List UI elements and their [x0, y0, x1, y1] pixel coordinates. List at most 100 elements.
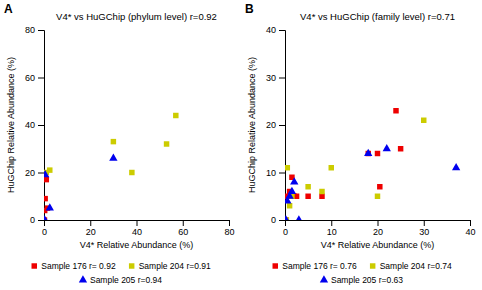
- legend-marker: [129, 263, 134, 268]
- x-axis: 010203040: [283, 220, 476, 237]
- tick-mark: [470, 220, 471, 226]
- tick: 80: [25, 25, 44, 35]
- tick-mark: [229, 220, 230, 226]
- point: [364, 149, 372, 156]
- x-axis: 0 20 40 60 80: [42, 220, 235, 237]
- plot: 0 10 20 30 400 10 20 30 40 V4* vs HuGChip (family…: [247, 11, 476, 250]
- tick: 30: [419, 220, 429, 237]
- legend-label: Sample 176 r= 0.92: [41, 261, 116, 271]
- legend-marker: [370, 263, 375, 268]
- tick-label: 80: [25, 25, 35, 35]
- tick-mark: [279, 30, 285, 31]
- point: [288, 187, 296, 194]
- legend-item: Sample 204 r=0.91: [129, 261, 211, 271]
- panel-label: A: [4, 2, 13, 16]
- legend-row: Sample 205 r=0.94: [79, 275, 162, 285]
- axis-line: [286, 221, 471, 227]
- tick-label: 10: [266, 168, 276, 178]
- point: [377, 184, 382, 189]
- tick: 30: [266, 73, 285, 83]
- points: [44, 113, 179, 220]
- tick-label: 30: [419, 227, 429, 237]
- tick: 60: [178, 220, 188, 237]
- y-axis: 0 20 40 60 80: [25, 25, 45, 225]
- legend-item: Sample 204 r=0.74: [370, 261, 452, 271]
- tick: 20: [86, 220, 96, 237]
- legend-row: Sample 176 r= 0.92 Sample 204 r=0.91: [32, 261, 212, 271]
- point: [44, 177, 49, 182]
- point: [129, 170, 134, 175]
- tick-label: 0: [271, 215, 276, 225]
- tick-label: 0: [30, 215, 35, 225]
- tick-label: 60: [25, 73, 35, 83]
- tick-label: 20: [25, 168, 35, 178]
- tick-mark: [38, 125, 44, 126]
- point: [421, 118, 426, 123]
- y-axis: 0 10 20 30 40: [266, 25, 286, 225]
- tick-mark: [137, 220, 138, 226]
- axis-line: [279, 31, 286, 221]
- legend-row: Sample 205 r=0.63: [320, 275, 403, 285]
- legend: Sample 176 r= 0.76 Sample 204 r=0.74 Sampl…: [273, 261, 453, 285]
- tick-mark: [38, 78, 44, 79]
- legend-label: Sample 205 r=0.63: [331, 275, 403, 285]
- legend-marker: [273, 263, 278, 268]
- tick-mark: [424, 220, 425, 226]
- tick-mark: [279, 78, 285, 79]
- tick: 40: [266, 25, 285, 35]
- legend-label: Sample 204 r=0.91: [139, 261, 211, 271]
- panel: 0 10 20 30 400 10 20 30 40 V4* vs HuGChip (family…: [245, 2, 476, 285]
- tick: 10: [266, 168, 285, 178]
- point: [319, 194, 324, 199]
- tick-label: 0: [42, 227, 47, 237]
- title: V4* vs HuGChip (family level) r=0.71: [300, 11, 455, 22]
- x-axis-title: V4* Relative Abundance (%): [80, 240, 194, 250]
- tick: 10: [327, 220, 337, 237]
- axis-line: [45, 221, 230, 227]
- chart-svg: 020406080020406080V4* vs HuGChip (phylum…: [0, 0, 482, 290]
- tick: 20: [266, 120, 285, 130]
- point: [44, 170, 49, 177]
- tick-mark: [38, 173, 44, 174]
- axis-line: [38, 31, 45, 221]
- tick-label: 30: [266, 73, 276, 83]
- point: [452, 163, 460, 170]
- point: [111, 139, 116, 144]
- point: [173, 113, 178, 118]
- tick: 0: [42, 220, 47, 237]
- tick: 0: [283, 220, 288, 237]
- point: [46, 203, 54, 210]
- point: [375, 194, 380, 199]
- point: [329, 165, 334, 170]
- point: [44, 215, 49, 220]
- tick-mark: [279, 220, 285, 221]
- panel-label: B: [245, 2, 254, 16]
- point: [287, 203, 292, 208]
- tick-mark: [183, 220, 184, 226]
- panel: 020406080020406080V4* vs HuGChip (phylum…: [4, 2, 235, 285]
- tick-mark: [38, 220, 44, 221]
- point: [285, 165, 290, 170]
- legend-marker: [79, 275, 87, 282]
- legend-item: Sample 205 r=0.63: [320, 275, 403, 285]
- tick: 20: [373, 220, 383, 237]
- point: [109, 153, 117, 160]
- tick-label: 20: [86, 227, 96, 237]
- tick: 60: [25, 73, 44, 83]
- legend-label: Sample 205 r=0.94: [90, 275, 162, 285]
- legend-marker: [320, 275, 328, 282]
- x-axis-title: V4* Relative Abundance (%): [321, 240, 435, 250]
- legend-item: Sample 176 r= 0.76: [273, 261, 357, 271]
- tick-mark: [331, 220, 332, 226]
- tick-mark: [279, 125, 285, 126]
- point: [285, 215, 290, 220]
- tick-label: 40: [132, 227, 142, 237]
- tick: 80: [224, 220, 234, 237]
- point: [375, 151, 380, 156]
- tick-label: 20: [373, 227, 383, 237]
- tick-label: 40: [25, 120, 35, 130]
- tick: 40: [132, 220, 142, 237]
- tick-mark: [378, 220, 379, 226]
- point: [305, 194, 310, 199]
- legend-label: Sample 204 r=0.74: [380, 261, 452, 271]
